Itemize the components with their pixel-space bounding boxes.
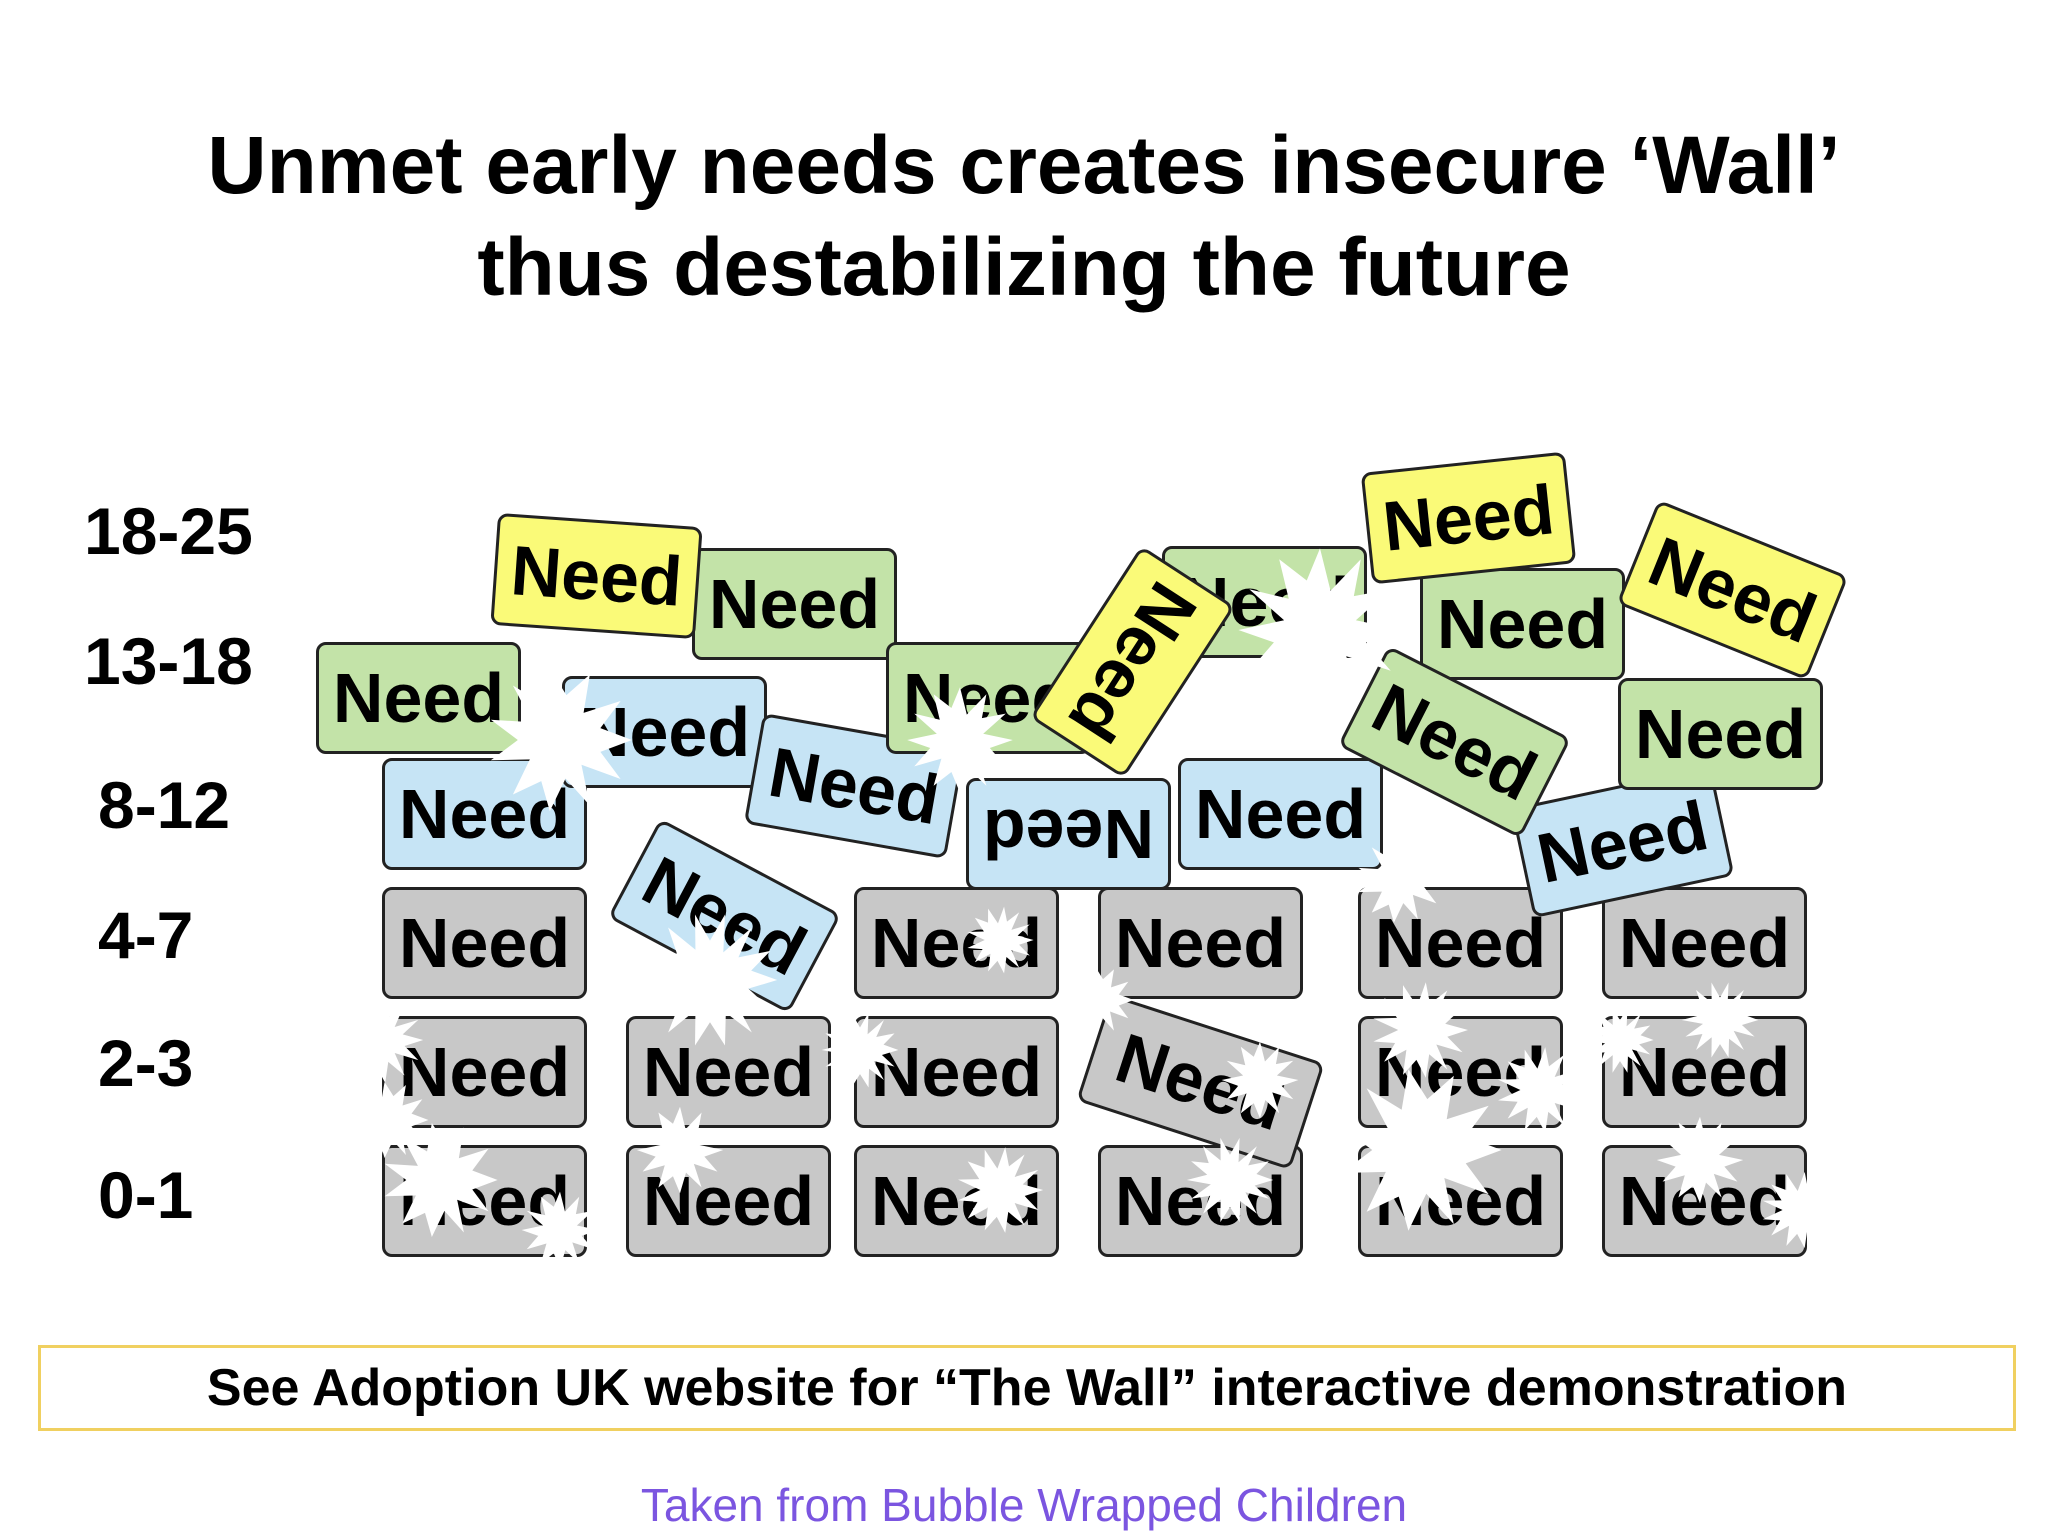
damage-splat (521, 1191, 599, 1269)
age-label-2-3: 2-3 (98, 1026, 194, 1100)
need-brick-13-18: Need (1420, 568, 1625, 680)
damage-splat (1186, 1137, 1274, 1223)
damage-splat (1586, 1007, 1654, 1073)
damage-splat (1498, 1047, 1584, 1133)
need-brick-4-7: Need (1098, 887, 1303, 999)
need-brick-4-7: Need (1602, 887, 1807, 999)
damage-splat (821, 1012, 899, 1088)
damage-splat (958, 1147, 1044, 1233)
damage-splat (1656, 1116, 1744, 1204)
damage-splat (1681, 982, 1759, 1058)
note-box: See Adoption UK website for “The Wall” i… (38, 1345, 2016, 1431)
damage-splat (642, 914, 778, 1046)
damage-splat (490, 668, 632, 812)
need-brick-13-18: Need (316, 642, 521, 754)
age-label-4-7: 4-7 (98, 898, 194, 972)
damage-splat (1067, 966, 1134, 1034)
need-brick-13-18: Need (692, 548, 897, 660)
age-label-13-18: 13-18 (84, 624, 253, 698)
age-label-18-25: 18-25 (84, 494, 253, 568)
need-brick-18-25: Need (490, 512, 703, 640)
age-label-8-12: 8-12 (98, 768, 231, 842)
damage-splat (1727, 1278, 1833, 1382)
damage-splat (1762, 1171, 1839, 1249)
need-brick-2-3: Need (382, 1016, 587, 1128)
need-brick-2-3: Need (854, 1016, 1059, 1128)
need-brick-0-1: Need (626, 1145, 831, 1257)
credit-text: Taken from Bubble Wrapped Children (640, 1479, 1408, 1531)
need-brick-2-3: Need (626, 1016, 831, 1128)
damage-splat (907, 687, 1013, 793)
need-brick-8-12: Need (1178, 758, 1383, 870)
damage-splat (384, 1123, 498, 1237)
damage-splat (967, 906, 1034, 974)
damage-splat (338, 997, 424, 1083)
slide-title: Unmet early needs creates insecure ‘Wall… (0, 115, 2048, 319)
damage-splat (1358, 837, 1444, 923)
need-brick-13-18: Need (1618, 678, 1823, 790)
need-brick-18-25: Need (1616, 499, 1849, 681)
age-label-0-1: 0-1 (98, 1158, 194, 1232)
damage-splat (353, 1082, 429, 1158)
damage-splat (1221, 1041, 1299, 1119)
damage-splat (1238, 548, 1402, 712)
note-text: See Adoption UK website for “The Wall” i… (206, 1359, 1848, 1417)
damage-splat (636, 1106, 724, 1194)
damage-splat (1373, 982, 1468, 1078)
title-line-2: thus destabilizing the future (477, 222, 1571, 313)
need-brick-4-7: Need (382, 887, 587, 999)
damage-splat (1341, 1069, 1502, 1231)
title-line-1: Unmet early needs creates insecure ‘Wall… (207, 120, 1841, 211)
